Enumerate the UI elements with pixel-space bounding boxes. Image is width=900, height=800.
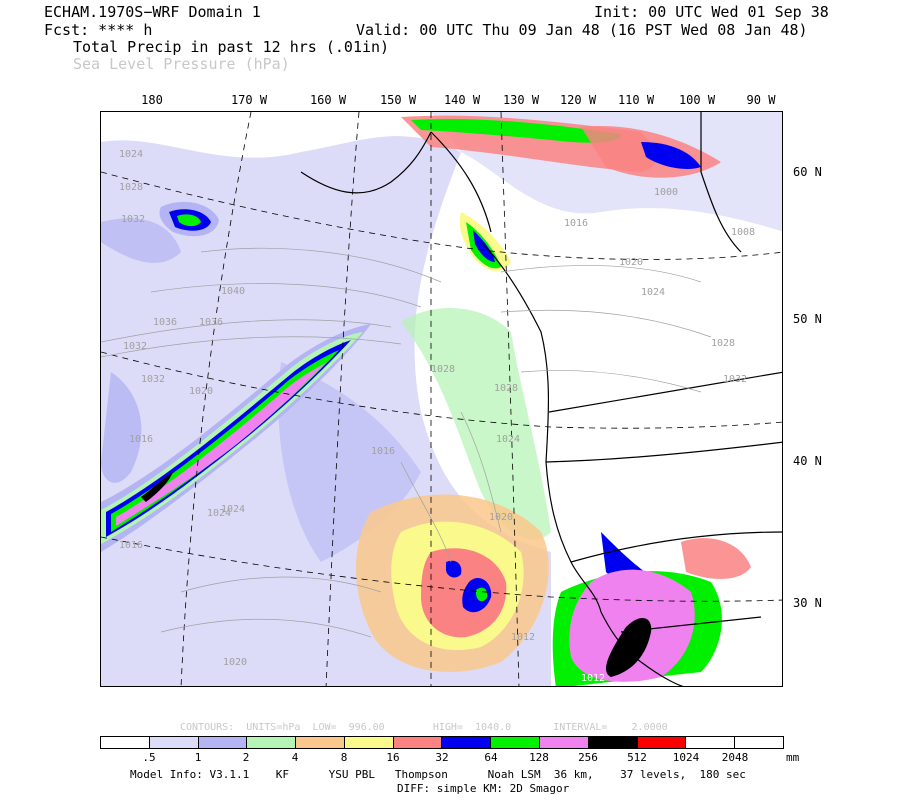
isobars xyxy=(101,247,712,638)
pressure-label: 1032 xyxy=(121,214,145,225)
colorbar-swatch xyxy=(101,737,150,748)
pressure-label: 1020 xyxy=(619,257,643,268)
pressure-label: 1020 xyxy=(489,512,513,523)
lat-label: 50 N xyxy=(793,312,822,326)
primary-field-title: Total Precip in past 12 hrs (.01in) xyxy=(73,38,390,56)
precip-map: 1024 1028 1032 1036 1040 1036 1032 1020 … xyxy=(100,111,783,687)
lon-label: 110 W xyxy=(617,93,655,107)
pressure-label: 1036 xyxy=(153,317,177,328)
coastlines xyxy=(300,112,782,686)
colorbar-swatch xyxy=(491,737,541,748)
pressure-label: 1028 xyxy=(494,383,518,394)
lon-label: 90 W xyxy=(746,93,776,107)
colorbar-swatch xyxy=(588,737,638,748)
pressure-label: 1028 xyxy=(119,182,143,193)
pressure-label: 1032 xyxy=(123,341,147,352)
colorbar-swatch xyxy=(637,737,687,748)
colorbar-tick: 1 xyxy=(194,751,202,764)
colorbar-swatch xyxy=(442,737,492,748)
pressure-label: 1024 xyxy=(496,434,520,445)
colorbar-swatch xyxy=(540,737,589,748)
pressure-label: 1012 xyxy=(511,632,535,643)
valid-time: Valid: 00 UTC Thu 09 Jan 48 (16 PST Wed … xyxy=(356,21,808,39)
pressure-label: 1024 xyxy=(641,287,665,298)
lon-label: 120 W xyxy=(559,93,597,107)
pressure-label: 1040 xyxy=(221,286,245,297)
forecast-hour: Fcst: **** h xyxy=(44,21,153,39)
pressure-labels: 1024 1028 1032 1036 1040 1036 1032 1020 … xyxy=(119,149,755,684)
colorbar-swatch xyxy=(393,737,443,748)
pressure-label: 1016 xyxy=(119,540,143,551)
colorbar-swatch xyxy=(344,737,394,748)
diffusion-info: DIFF: simple KM: 2D Smagor xyxy=(397,782,570,795)
map-svg: 1024 1028 1032 1036 1040 1036 1032 1020 … xyxy=(101,112,782,686)
colorbar-swatch xyxy=(247,737,297,748)
pressure-label: 1020 xyxy=(189,386,213,397)
pressure-label: 1028 xyxy=(711,338,735,349)
colorbar-tick: 8 xyxy=(340,751,348,764)
lon-label: 160 W xyxy=(309,93,347,107)
colorbar-swatch xyxy=(149,737,199,748)
lon-label: 100 W xyxy=(678,93,716,107)
model-info: Model Info: V3.1.1 KF YSU PBL Thompson N… xyxy=(130,768,746,781)
graticule xyxy=(101,112,782,686)
colorbar-unit: mm xyxy=(786,751,800,764)
colorbar-tick: 4 xyxy=(291,751,299,764)
colorbar-tick: .5 xyxy=(142,751,156,764)
init-time: Init: 00 UTC Wed 01 Sep 38 xyxy=(594,3,829,21)
precip-field xyxy=(101,112,782,686)
lon-label: 170 W xyxy=(230,93,268,107)
colorbar-swatch xyxy=(735,737,783,748)
pressure-label: 1024 xyxy=(119,149,143,160)
lon-label: 150 W xyxy=(379,93,417,107)
colorbar-swatch xyxy=(296,737,345,748)
secondary-field-title: Sea Level Pressure (hPa) xyxy=(73,55,290,73)
pressure-label: 1016 xyxy=(371,446,395,457)
pressure-label: 1024 xyxy=(221,504,245,515)
colorbar-tick: 2 xyxy=(242,751,250,764)
pressure-label: 1032 xyxy=(141,374,165,385)
pressure-label: 1024 xyxy=(207,508,231,519)
pressure-label: 1036 xyxy=(199,317,223,328)
pressure-label: 1020 xyxy=(223,657,247,668)
pressure-label: 1032 xyxy=(723,374,747,385)
lat-label: 30 N xyxy=(793,596,822,610)
colorbar-tick: 256 xyxy=(578,751,598,764)
contour-info: CONTOURS: UNITS=hPa LOW= 996.00 HIGH= 10… xyxy=(180,722,668,733)
lon-label: 130 W xyxy=(502,93,540,107)
pressure-label: 1028 xyxy=(431,364,455,375)
lat-label: 60 N xyxy=(793,165,822,179)
pressure-label: 1000 xyxy=(654,187,678,198)
colorbar-tick: 2048 xyxy=(721,751,749,764)
colorbar-tick: 32 xyxy=(435,751,449,764)
colorbar-tick: 128 xyxy=(529,751,549,764)
colorbar-tick: 64 xyxy=(484,751,498,764)
pressure-label: 1016 xyxy=(129,434,153,445)
colorbar xyxy=(100,736,784,749)
colorbar-tick: 16 xyxy=(386,751,400,764)
pressure-label: 1012 xyxy=(581,673,605,684)
pressure-label: 1016 xyxy=(564,218,588,229)
lon-label: 140 W xyxy=(443,93,481,107)
model-domain-title: ECHAM.1970S−WRF Domain 1 xyxy=(44,3,261,21)
colorbar-swatch xyxy=(686,737,736,748)
lat-label: 40 N xyxy=(793,454,822,468)
pressure-label: 1008 xyxy=(731,227,755,238)
lon-label: 180 xyxy=(141,93,163,107)
colorbar-tick: 512 xyxy=(627,751,647,764)
colorbar-swatch xyxy=(198,737,248,748)
colorbar-tick: 1024 xyxy=(672,751,700,764)
